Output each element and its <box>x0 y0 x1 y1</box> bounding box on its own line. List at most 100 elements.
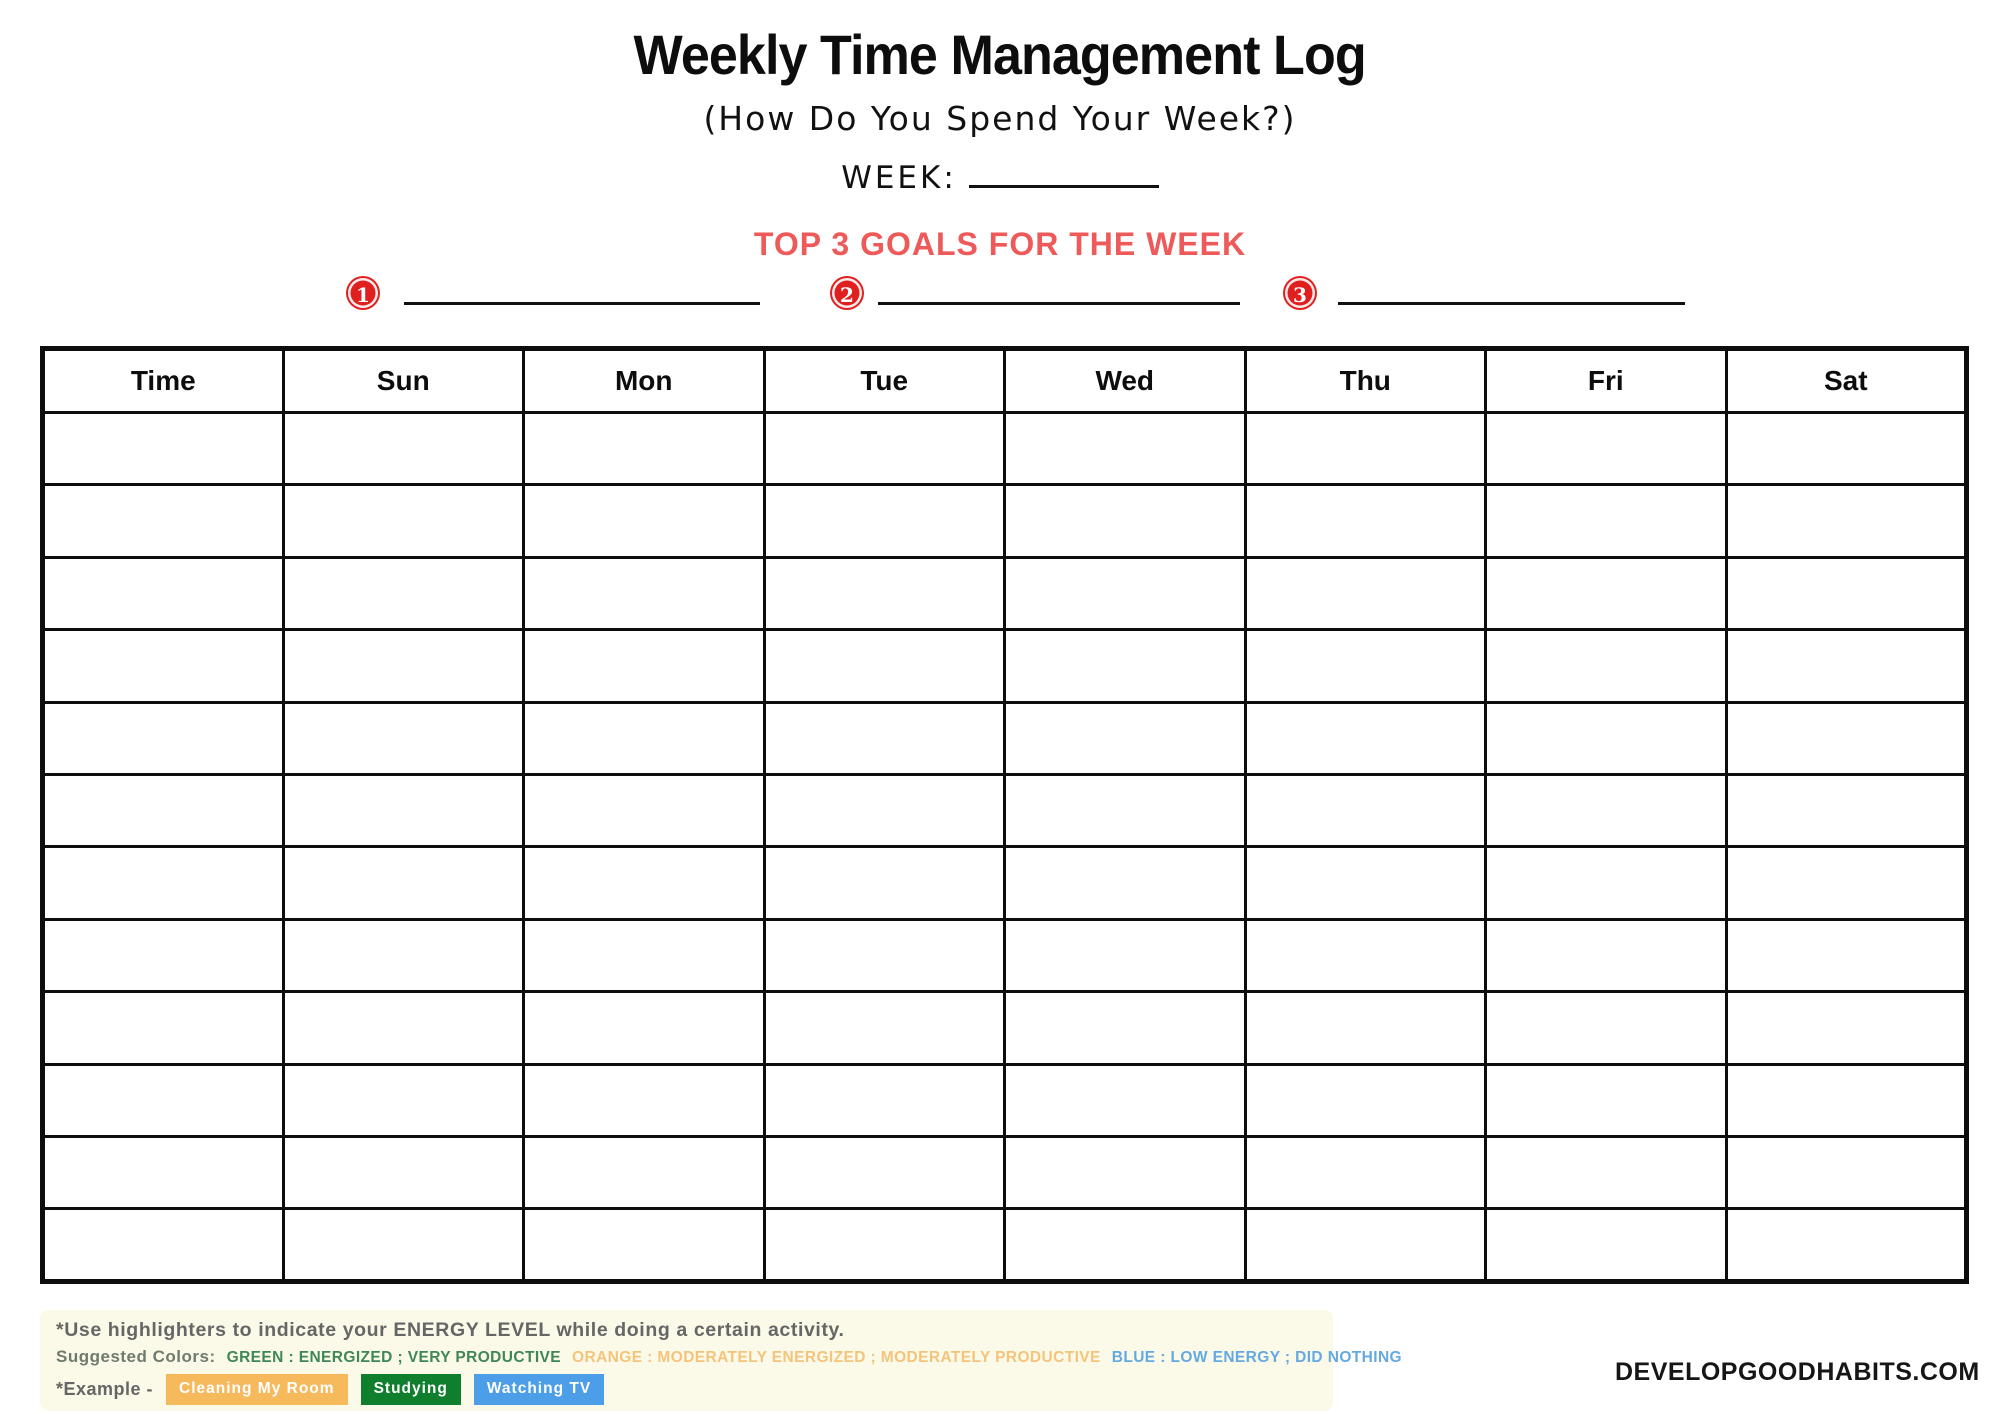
log-cell-blank[interactable] <box>522 410 766 487</box>
log-cell-blank[interactable] <box>762 483 1006 559</box>
time-cell-blank[interactable] <box>41 700 285 777</box>
log-cell-blank[interactable] <box>762 990 1006 1066</box>
log-cell-blank[interactable] <box>522 773 766 849</box>
log-cell-blank[interactable] <box>281 628 525 704</box>
log-cell-blank[interactable] <box>1484 555 1728 632</box>
log-cell-blank[interactable] <box>1724 700 1968 777</box>
log-cell-blank[interactable] <box>1484 700 1728 777</box>
log-cell-blank[interactable] <box>281 1062 525 1139</box>
log-cell-blank[interactable] <box>1003 628 1247 704</box>
log-cell-blank[interactable] <box>522 628 766 704</box>
log-cell-blank[interactable] <box>1484 628 1728 704</box>
log-cell-blank[interactable] <box>522 990 766 1066</box>
log-cell-blank[interactable] <box>1724 628 1968 704</box>
log-cell-blank[interactable] <box>1243 917 1487 994</box>
time-cell-blank[interactable] <box>41 1135 285 1211</box>
log-cell-blank[interactable] <box>1724 845 1968 921</box>
log-cell-blank[interactable] <box>1724 773 1968 849</box>
log-cell-blank[interactable] <box>1724 1207 1968 1283</box>
log-cell-blank[interactable] <box>1003 483 1247 559</box>
time-cell-blank[interactable] <box>41 483 285 559</box>
log-cell-blank[interactable] <box>1484 773 1728 849</box>
log-cell-blank[interactable] <box>1003 845 1247 921</box>
log-cell-blank[interactable] <box>762 555 1006 632</box>
time-cell-blank[interactable] <box>41 845 285 921</box>
log-cell-blank[interactable] <box>1003 410 1247 487</box>
log-cell-blank[interactable] <box>281 773 525 849</box>
log-cell-blank[interactable] <box>281 410 525 487</box>
log-cell-blank[interactable] <box>522 555 766 632</box>
time-cell-blank[interactable] <box>41 1207 285 1283</box>
log-cell-blank[interactable] <box>1484 410 1728 487</box>
time-cell-blank[interactable] <box>41 410 285 487</box>
log-cell-blank[interactable] <box>1003 1135 1247 1211</box>
log-cell-blank[interactable] <box>1724 990 1968 1066</box>
goal-blank-line-2[interactable] <box>878 302 1240 305</box>
log-cell-blank[interactable] <box>281 555 525 632</box>
time-cell-blank[interactable] <box>41 990 285 1066</box>
log-cell-blank[interactable] <box>1243 1062 1487 1139</box>
log-cell-blank[interactable] <box>522 483 766 559</box>
log-cell-blank[interactable] <box>1243 700 1487 777</box>
time-cell-blank[interactable] <box>41 555 285 632</box>
log-cell-blank[interactable] <box>522 1062 766 1139</box>
log-cell-blank[interactable] <box>281 990 525 1066</box>
log-cell-blank[interactable] <box>281 917 525 994</box>
time-cell-blank[interactable] <box>41 628 285 704</box>
log-cell-blank[interactable] <box>762 700 1006 777</box>
log-cell-blank[interactable] <box>762 1062 1006 1139</box>
log-cell-blank[interactable] <box>1003 700 1247 777</box>
log-cell-blank[interactable] <box>1243 773 1487 849</box>
log-cell-blank[interactable] <box>762 917 1006 994</box>
log-cell-blank[interactable] <box>1003 773 1247 849</box>
log-cell-blank[interactable] <box>762 845 1006 921</box>
goal-blank-line-1[interactable] <box>404 302 760 305</box>
log-cell-blank[interactable] <box>1484 1062 1728 1139</box>
log-cell-blank[interactable] <box>1243 483 1487 559</box>
log-cell-blank[interactable] <box>762 410 1006 487</box>
log-cell-blank[interactable] <box>281 700 525 777</box>
time-cell-blank[interactable] <box>41 773 285 849</box>
log-cell-blank[interactable] <box>522 1207 766 1283</box>
time-cell-blank[interactable] <box>41 1062 285 1139</box>
log-cell-blank[interactable] <box>1243 628 1487 704</box>
log-cell-blank[interactable] <box>1003 917 1247 994</box>
log-cell-blank[interactable] <box>1003 555 1247 632</box>
log-cell-blank[interactable] <box>1484 845 1728 921</box>
log-cell-blank[interactable] <box>281 1135 525 1211</box>
log-cell-blank[interactable] <box>1484 917 1728 994</box>
log-cell-blank[interactable] <box>1243 410 1487 487</box>
log-cell-blank[interactable] <box>1724 1135 1968 1211</box>
log-cell-blank[interactable] <box>1243 555 1487 632</box>
time-cell-blank[interactable] <box>41 917 285 994</box>
log-cell-blank[interactable] <box>762 1207 1006 1283</box>
log-cell-blank[interactable] <box>1724 917 1968 994</box>
log-cell-blank[interactable] <box>1484 990 1728 1066</box>
log-cell-blank[interactable] <box>1484 1207 1728 1283</box>
log-cell-blank[interactable] <box>522 700 766 777</box>
log-cell-blank[interactable] <box>1724 1062 1968 1139</box>
log-cell-blank[interactable] <box>522 917 766 994</box>
log-cell-blank[interactable] <box>281 483 525 559</box>
log-cell-blank[interactable] <box>522 845 766 921</box>
log-cell-blank[interactable] <box>762 628 1006 704</box>
log-cell-blank[interactable] <box>281 845 525 921</box>
log-cell-blank[interactable] <box>1243 990 1487 1066</box>
log-cell-blank[interactable] <box>762 773 1006 849</box>
log-cell-blank[interactable] <box>1724 410 1968 487</box>
log-cell-blank[interactable] <box>1003 990 1247 1066</box>
log-cell-blank[interactable] <box>1243 1135 1487 1211</box>
log-cell-blank[interactable] <box>1243 845 1487 921</box>
log-cell-blank[interactable] <box>762 1135 1006 1211</box>
log-cell-blank[interactable] <box>281 1207 525 1283</box>
log-cell-blank[interactable] <box>1724 483 1968 559</box>
log-cell-blank[interactable] <box>1003 1062 1247 1139</box>
log-cell-blank[interactable] <box>522 1135 766 1211</box>
log-cell-blank[interactable] <box>1724 555 1968 632</box>
week-blank-line[interactable] <box>968 162 1159 188</box>
log-cell-blank[interactable] <box>1484 1135 1728 1211</box>
goal-blank-line-3[interactable] <box>1338 302 1685 305</box>
log-cell-blank[interactable] <box>1003 1207 1247 1283</box>
log-cell-blank[interactable] <box>1484 483 1728 559</box>
log-cell-blank[interactable] <box>1243 1207 1487 1283</box>
